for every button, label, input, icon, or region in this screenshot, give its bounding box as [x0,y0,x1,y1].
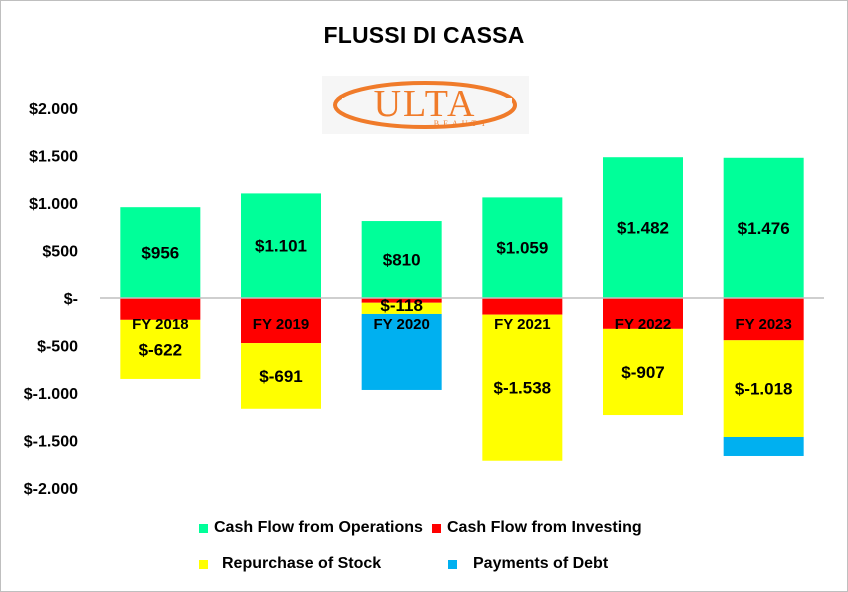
legend-item: Repurchase of Stock [199,555,381,573]
bar-segment [723,157,804,298]
bar-segment [361,298,442,303]
data-label: $810 [383,251,421,270]
legend-item: Payments of Debt [448,555,608,573]
bar-segment [482,197,563,298]
legend-item: Cash Flow from Investing [432,519,642,537]
labels-layer: $956 $-622 FY 2018 $1.101 $-691 FY 2019 $810 $-… [132,219,792,399]
bar-segment [120,207,201,298]
bar-segment [361,221,442,298]
category-label: FY 2020 [373,316,429,333]
logo-swoosh-gap [342,98,512,108]
y-tick-label: $-2.000 [24,481,78,498]
bar-segment [723,436,804,456]
y-tick-label: $-1.000 [24,386,78,403]
y-tick-label: $2.000 [29,101,78,118]
bar-segment [120,319,201,379]
data-label: $1.476 [738,219,790,238]
data-label: $956 [141,244,179,263]
legend-label: Payments of Debt [473,555,609,572]
y-tick-label: $1.500 [29,149,78,166]
legend-swatch [448,559,457,569]
bar-segment [723,298,804,341]
bar-segment [120,298,201,320]
bars-layer [120,157,804,461]
category-label: FY 2019 [253,316,309,333]
bar-segment [603,298,683,329]
y-tick-label: $-500 [37,339,78,356]
data-label: $-1.018 [735,380,793,399]
bar-segment [241,193,321,298]
ulta-logo: ULTA BEAUTY [322,76,529,134]
legend-label: Repurchase of Stock [222,555,382,572]
data-label: $1.059 [496,239,548,258]
legend-item: Cash Flow from Operations [199,519,423,537]
bar-segment [723,340,804,437]
legend-label: Cash Flow from Investing [447,519,642,536]
legend-swatch [199,523,208,533]
bar-segment [241,298,321,344]
y-tick-label: $- [64,291,78,308]
y-tick-label: $1.000 [29,196,78,213]
data-label: $1.101 [255,237,307,256]
data-label: $1.482 [617,219,669,238]
bar-segment [603,328,683,416]
logo-text: ULTA [374,83,477,125]
logo-swoosh [333,81,517,129]
data-label: $-1.538 [493,379,551,398]
bar-segment [361,313,442,390]
bar-segment [482,314,563,461]
category-label: FY 2023 [735,316,791,333]
ulta-logo-graphic: ULTA BEAUTY [333,81,517,129]
category-label: FY 2021 [494,316,550,333]
bar-segment [361,302,442,314]
bar-segment [241,343,321,409]
y-tick-label: $-1.500 [24,434,78,451]
bar-segment [482,298,563,315]
legend-swatch [199,559,208,569]
logo-subtext: BEAUTY [434,119,490,128]
y-tick-label: $500 [42,244,78,261]
data-label: $-118 [380,296,423,315]
y-tick-labels: $2.000 $1.500 $1.000 $500 $- $-500 $-1.000 $-1.… [24,101,78,498]
legend-label: Cash Flow from Operations [214,519,423,536]
category-label: FY 2022 [615,316,671,333]
chart-title: FLUSSI DI CASSA [323,22,525,48]
data-label: $-691 [259,367,302,386]
legend-swatch [432,523,441,533]
category-label: FY 2018 [132,316,188,333]
bar-segment [603,157,683,298]
data-label: $-907 [621,363,664,382]
data-label: $-622 [139,340,182,359]
